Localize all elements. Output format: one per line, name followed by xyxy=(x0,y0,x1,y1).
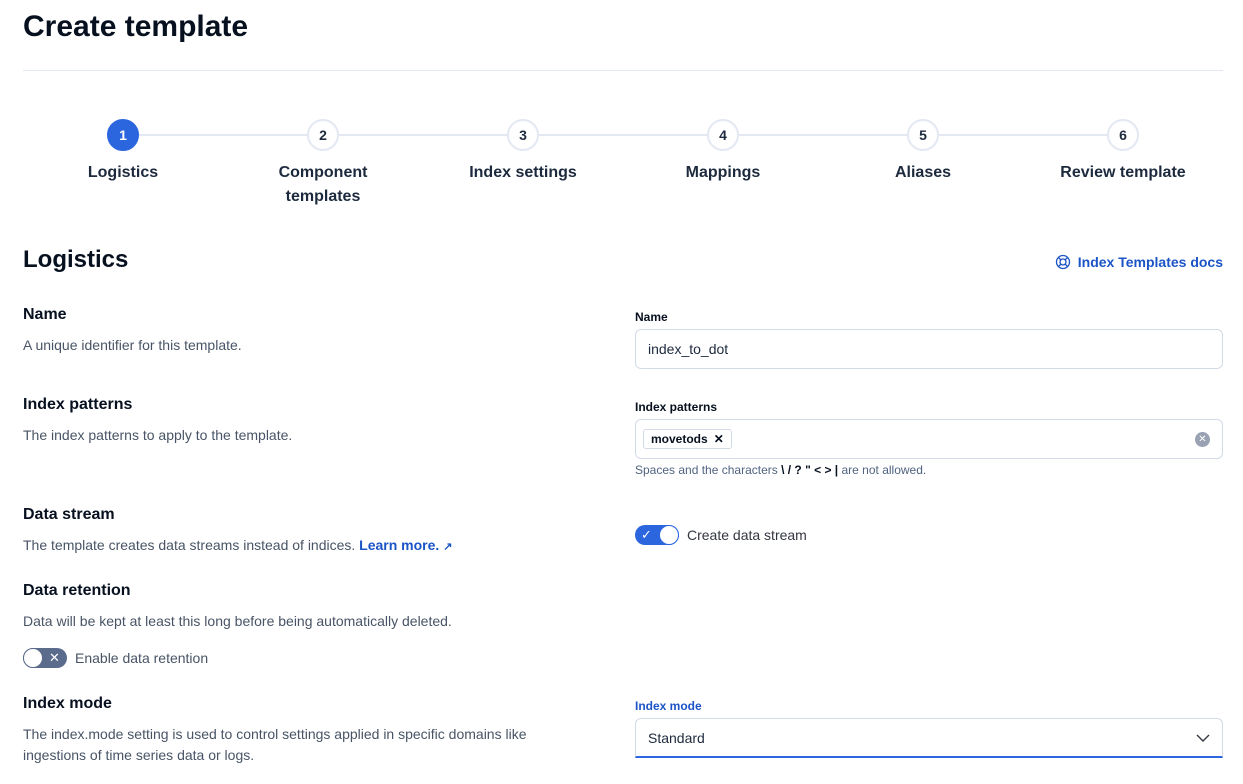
help-chars: \ / ? " < > | xyxy=(781,463,839,477)
section-title: Logistics xyxy=(23,246,129,273)
index-patterns-title: Index patterns xyxy=(23,396,133,413)
data-stream-description-text: The template creates data streams instea… xyxy=(23,537,356,553)
clear-icon[interactable]: ✕ xyxy=(1195,432,1210,447)
name-input[interactable]: index_to_dot xyxy=(635,329,1223,369)
help-suffix: are not allowed. xyxy=(838,463,927,477)
lifebuoy-icon xyxy=(1055,254,1070,270)
external-link-icon: ↗ xyxy=(443,541,453,553)
name-description: A unique identifier for this template. xyxy=(23,337,242,353)
toggle-knob xyxy=(23,648,43,668)
step-6-circle[interactable]: 6 xyxy=(1107,119,1139,151)
create-data-stream-toggle[interactable]: ✓ xyxy=(635,525,679,545)
page-title: Create template xyxy=(23,10,249,43)
chip-label: movetods xyxy=(651,432,708,446)
step-1-label[interactable]: Logistics xyxy=(87,164,159,181)
toggle-knob xyxy=(659,525,679,545)
step-2-label[interactable]: Component templates xyxy=(278,164,368,205)
enable-data-retention-toggle[interactable]: ✕ xyxy=(23,648,67,668)
step-2-circle[interactable]: 2 xyxy=(307,119,339,151)
step-4-circle[interactable]: 4 xyxy=(707,119,739,151)
index-mode-value: Standard xyxy=(648,729,705,746)
help-prefix: Spaces and the characters xyxy=(635,463,782,477)
step-4-label[interactable]: Mappings xyxy=(685,164,761,181)
data-retention-description: Data will be kept at least this long bef… xyxy=(23,613,452,629)
index-patterns-combobox[interactable]: movetods ✕ ✕ xyxy=(635,419,1223,459)
divider xyxy=(23,70,1223,71)
data-retention-title: Data retention xyxy=(23,582,131,599)
name-title: Name xyxy=(23,306,67,323)
chevron-down-icon xyxy=(1196,734,1210,742)
create-data-stream-label: Create data stream xyxy=(687,527,807,543)
index-patterns-field-label: Index patterns xyxy=(635,400,718,414)
index-mode-select[interactable]: Standard xyxy=(635,718,1223,758)
docs-link[interactable]: Index Templates docs xyxy=(1055,254,1223,270)
index-mode-title: Index mode xyxy=(23,695,112,712)
pattern-chip: movetods ✕ xyxy=(643,429,732,449)
learn-more-label: Learn more. xyxy=(359,537,440,553)
index-mode-description: The index.mode setting is used to contro… xyxy=(23,726,527,763)
learn-more-link[interactable]: Learn more. ↗ xyxy=(359,537,452,553)
enable-data-retention-label: Enable data retention xyxy=(75,650,209,666)
data-stream-title: Data stream xyxy=(23,506,115,523)
index-patterns-help: Spaces and the characters \ / ? " < > | … xyxy=(635,463,926,477)
stepper-line xyxy=(123,134,1123,136)
step-5-label[interactable]: Aliases xyxy=(894,164,952,181)
step-3-circle[interactable]: 3 xyxy=(507,119,539,151)
step-6-label[interactable]: Review template xyxy=(1060,164,1186,181)
step-5-circle[interactable]: 5 xyxy=(907,119,939,151)
chip-remove-icon[interactable]: ✕ xyxy=(713,432,724,446)
check-icon: ✓ xyxy=(641,527,652,542)
data-stream-description: The template creates data streams instea… xyxy=(23,535,452,558)
index-mode-field-label: Index mode xyxy=(635,699,702,713)
step-3-label[interactable]: Index settings xyxy=(469,164,577,181)
step-1-circle[interactable]: 1 xyxy=(107,119,139,151)
docs-link-label: Index Templates docs xyxy=(1077,254,1223,270)
x-icon: ✕ xyxy=(49,650,60,665)
name-input-value: index_to_dot xyxy=(648,341,729,357)
index-patterns-description: The index patterns to apply to the templ… xyxy=(23,427,293,443)
name-field-label: Name xyxy=(635,310,668,324)
